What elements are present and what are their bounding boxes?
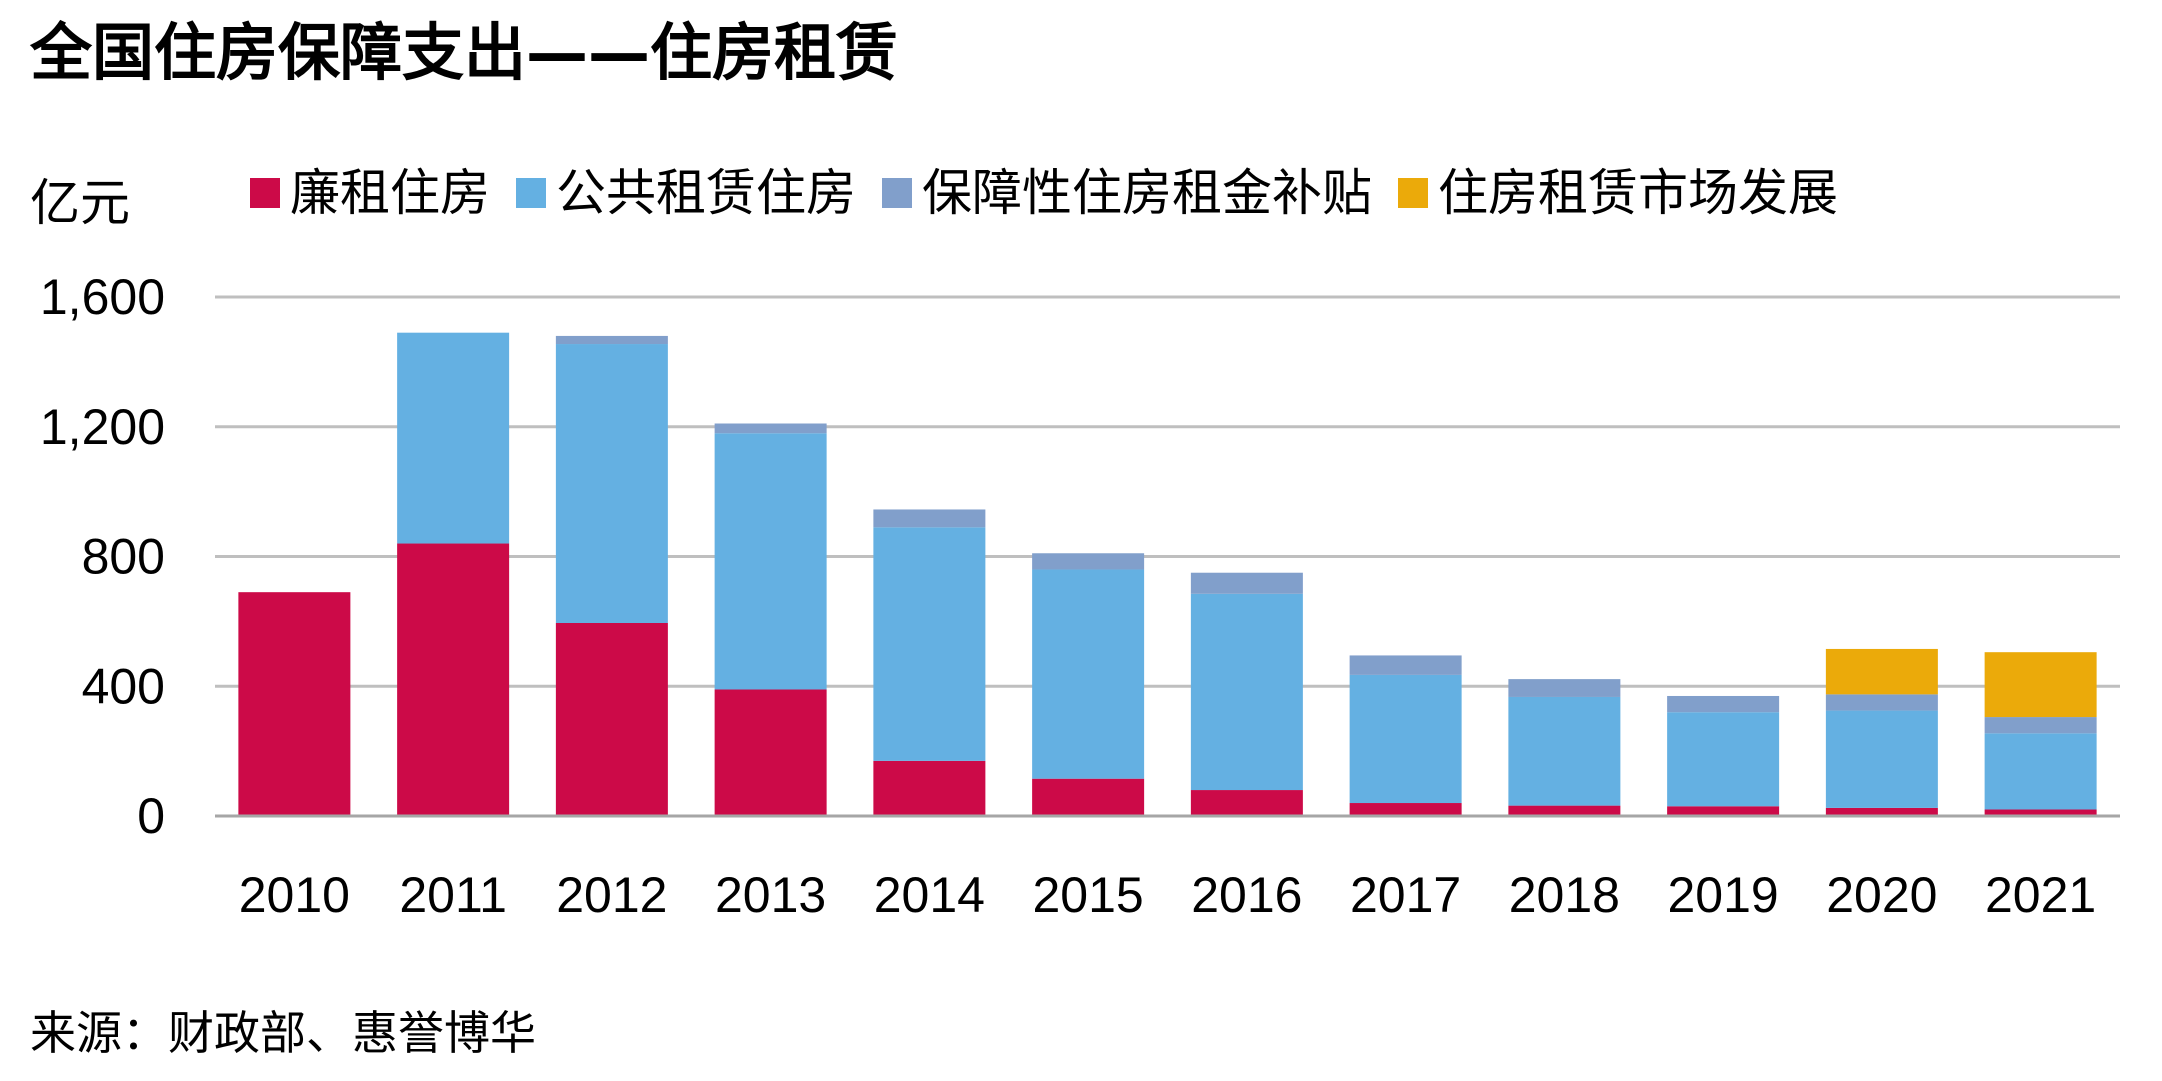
legend-swatch-lianzu (250, 178, 280, 208)
bar-butie-2017 (1349, 655, 1462, 675)
x-tick-label: 2020 (1826, 867, 1937, 923)
bar-gongzu-2021 (1984, 733, 2097, 810)
legend-label-shichang: 住房租赁市场发展 (1438, 164, 1838, 222)
bar-butie-2014 (873, 509, 986, 528)
legend-swatch-gongzu (516, 178, 546, 208)
legend-item-gongzu: 公共租赁住房 (516, 168, 856, 218)
x-tick-labels: 2010 2011 2012 2013 2014 2015 2016 2017 2018 2019… (239, 867, 2096, 923)
source-note: 来源：财政部、惠誉博华 (30, 1006, 536, 1060)
bar-butie-2018 (1508, 679, 1621, 697)
x-tick-label: 2012 (556, 867, 667, 923)
x-tick-label: 2015 (1033, 867, 1144, 923)
legend-swatch-butie (882, 178, 912, 208)
bar-lianzu-2018 (1508, 805, 1621, 816)
gridlines (215, 295, 2120, 688)
bar-butie-2020 (1825, 694, 1938, 711)
bar-lianzu-2019 (1667, 806, 1780, 816)
bar-lianzu-2016 (1190, 790, 1303, 816)
bar-butie-2019 (1667, 695, 1780, 713)
bar-gongzu-2013 (714, 433, 827, 690)
legend-item-butie: 保障性住房租金补贴 (882, 168, 1372, 218)
y-axis-unit-label: 亿元 (30, 174, 130, 232)
bars (238, 332, 2097, 816)
legend-label-lianzu: 廉租住房 (290, 164, 490, 222)
legend-label-gongzu: 公共租赁住房 (556, 164, 856, 222)
x-tick-label: 2021 (1985, 867, 2096, 923)
bar-gongzu-2011 (397, 332, 510, 544)
bar-gongzu-2019 (1667, 712, 1780, 807)
bar-lianzu-2013 (714, 689, 827, 816)
bar-butie-2015 (1032, 553, 1145, 570)
bar-gongzu-2016 (1190, 593, 1303, 791)
bar-gongzu-2012 (555, 344, 668, 623)
bar-lianzu-2017 (1349, 803, 1462, 816)
x-tick-label: 2018 (1509, 867, 1620, 923)
x-tick-label: 2019 (1668, 867, 1779, 923)
bar-lianzu-2011 (397, 543, 510, 816)
chart-title: 全国住房保障支出——住房租赁 (30, 16, 899, 89)
bar-butie-2012 (555, 335, 668, 345)
y-tick-label: 400 (82, 658, 165, 714)
x-tick-label: 2014 (874, 867, 985, 923)
bar-lianzu-2021 (1984, 809, 2097, 816)
bar-lianzu-2020 (1825, 807, 1938, 816)
bar-lianzu-2014 (873, 760, 986, 816)
bar-butie-2021 (1984, 717, 2097, 734)
legend-label-butie: 保障性住房租金补贴 (922, 164, 1372, 222)
legend-swatch-shichang (1398, 178, 1428, 208)
bar-shichang-2021 (1984, 652, 2097, 718)
bar-gongzu-2020 (1825, 710, 1938, 808)
x-tick-label: 2013 (715, 867, 826, 923)
chart-legend: 廉租住房 公共租赁住房 保障性住房租金补贴 住房租赁市场发展 (250, 168, 1864, 218)
bar-gongzu-2014 (873, 527, 986, 761)
bar-lianzu-2015 (1032, 778, 1145, 816)
legend-item-lianzu: 廉租住房 (250, 168, 490, 218)
bar-gongzu-2015 (1032, 569, 1145, 779)
x-tick-label: 2017 (1350, 867, 1461, 923)
bar-gongzu-2017 (1349, 674, 1462, 804)
legend-item-shichang: 住房租赁市场发展 (1398, 168, 1838, 218)
y-tick-label: 0 (137, 788, 165, 844)
y-tick-label: 800 (82, 529, 165, 585)
bar-shichang-2020 (1825, 648, 1938, 695)
y-tick-label: 1,600 (40, 269, 165, 325)
bar-lianzu-2012 (555, 622, 668, 816)
x-tick-label: 2011 (399, 867, 507, 923)
y-tick-labels: 0 400 800 1,200 1,600 (40, 269, 165, 844)
x-tick-label: 2010 (239, 867, 350, 923)
bar-lianzu-2010 (238, 592, 351, 816)
bar-butie-2013 (714, 423, 827, 434)
x-tick-label: 2016 (1191, 867, 1302, 923)
bar-gongzu-2018 (1508, 696, 1621, 806)
y-tick-label: 1,200 (40, 399, 165, 455)
bar-butie-2016 (1190, 572, 1303, 594)
